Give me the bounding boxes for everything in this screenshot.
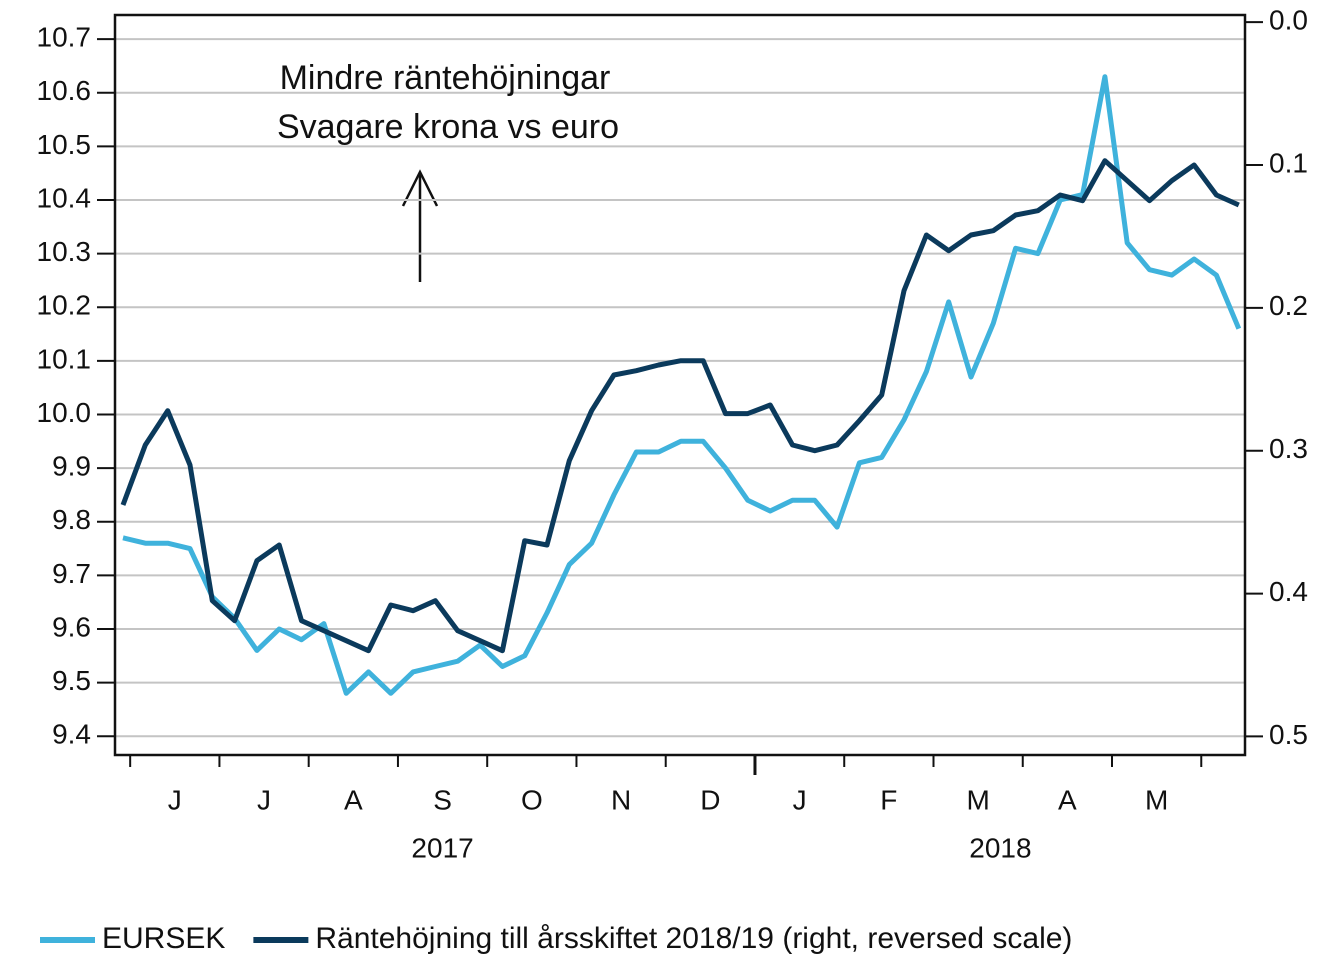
x-tick-label: A <box>344 784 363 815</box>
y-tick-label: 10.7 <box>37 22 92 53</box>
y2-tick-label: 0.5 <box>1269 719 1308 750</box>
x-tick-label: J <box>168 784 182 815</box>
year-label: 2017 <box>411 832 473 863</box>
legend-label: Räntehöjning till årsskiftet 2018/19 (ri… <box>315 922 1072 955</box>
y-tick-label: 9.6 <box>52 611 91 642</box>
y-tick-label: 10.1 <box>37 343 92 374</box>
x-tick-label: J <box>257 784 271 815</box>
y-tick-label: 9.9 <box>52 451 91 482</box>
y2-tick-label: 0.1 <box>1269 147 1308 178</box>
x-tick-label: M <box>1145 784 1168 815</box>
y-tick-label: 9.5 <box>52 665 91 696</box>
plot-frame <box>113 13 1247 757</box>
y-tick-label: 10.5 <box>37 129 92 160</box>
x-tick-label: J <box>793 784 807 815</box>
legend-label: EURSEK <box>102 922 225 955</box>
y2-tick-label: 0.0 <box>1269 5 1308 36</box>
arrow-head <box>401 169 439 207</box>
x-tick-label: M <box>966 784 989 815</box>
y-tick-label: 10.3 <box>37 236 92 267</box>
y-tick-label: 10.0 <box>37 397 92 428</box>
series-line <box>122 74 1242 696</box>
y2-tick-label: 0.2 <box>1269 290 1308 321</box>
x-tick-label: O <box>521 784 543 815</box>
y-tick-label: 9.4 <box>52 719 91 750</box>
y-tick-label: 10.2 <box>37 290 92 321</box>
year-label: 2018 <box>969 832 1031 863</box>
y-tick-label: 9.7 <box>52 558 91 589</box>
x-tick-label: N <box>611 784 631 815</box>
y-tick-label: 10.4 <box>37 182 92 213</box>
y2-tick-label: 0.3 <box>1269 433 1308 464</box>
annotation: Mindre räntehöjningar <box>280 59 611 97</box>
y-tick-label: 10.6 <box>37 75 92 106</box>
series-line <box>120 158 1240 654</box>
y2-tick-label: 0.4 <box>1269 576 1308 607</box>
x-tick-label: A <box>1058 784 1077 815</box>
x-tick-label: F <box>880 784 897 815</box>
x-tick-label: D <box>700 784 720 815</box>
annotation: Svagare krona vs euro <box>277 108 619 146</box>
x-tick-label: S <box>433 784 452 815</box>
y-tick-label: 9.8 <box>52 504 91 535</box>
